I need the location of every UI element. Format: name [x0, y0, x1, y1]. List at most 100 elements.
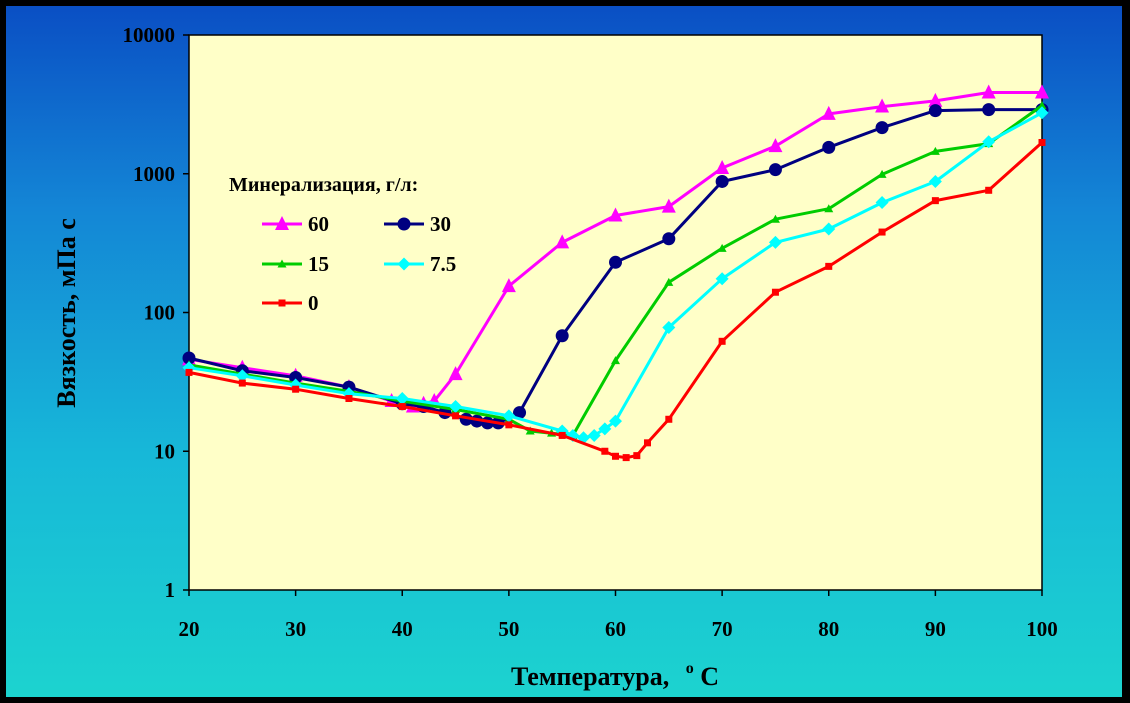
data-point — [345, 394, 353, 402]
data-point — [278, 299, 286, 307]
data-point — [877, 169, 887, 178]
data-point — [452, 412, 460, 420]
data-point — [185, 368, 193, 376]
data-point — [1035, 106, 1049, 120]
data-point — [665, 415, 673, 423]
x-tick-label: 60 — [605, 617, 626, 641]
data-point — [928, 104, 942, 118]
data-point — [505, 421, 513, 429]
data-point — [601, 447, 609, 455]
y-axis-title: Вязкость, мПа с — [52, 218, 81, 408]
data-point — [609, 255, 622, 269]
data-point — [822, 222, 836, 236]
data-point — [715, 174, 729, 188]
data-point — [661, 198, 676, 213]
data-point — [609, 414, 622, 428]
data-point — [397, 257, 411, 271]
data-point — [558, 431, 566, 439]
plot-area — [188, 34, 1043, 591]
data-point — [824, 204, 834, 213]
x-tick-label: 30 — [285, 617, 306, 641]
data-point — [395, 391, 409, 405]
data-point — [825, 262, 833, 270]
data-point — [664, 277, 674, 286]
y-tick-label: 10 — [154, 439, 175, 463]
data-point — [930, 146, 940, 155]
data-point — [643, 439, 651, 447]
data-point — [822, 140, 836, 154]
data-point — [513, 406, 527, 420]
x-tick-label: 40 — [392, 617, 413, 641]
data-point — [1038, 138, 1046, 146]
data-point — [718, 337, 726, 345]
series-7-5 — [182, 106, 1049, 445]
data-point — [555, 234, 570, 249]
data-point — [611, 356, 620, 365]
data-point — [771, 288, 779, 296]
legend-label: 7.5 — [430, 252, 456, 276]
data-point — [182, 351, 196, 365]
data-point — [875, 196, 889, 210]
x-axis-unit: C — [700, 662, 719, 691]
legend-entry: 30 — [384, 212, 451, 236]
data-point — [768, 138, 783, 153]
y-tick-label: 1000 — [133, 162, 175, 186]
data-point — [398, 403, 406, 411]
x-tick-label: 70 — [712, 617, 733, 641]
data-point — [608, 207, 623, 222]
data-point — [289, 371, 303, 385]
data-point — [277, 259, 287, 268]
data-point — [1037, 101, 1047, 110]
data-point — [931, 197, 939, 205]
legend-entry: 7.5 — [384, 252, 456, 276]
data-point — [587, 428, 601, 442]
data-point — [502, 409, 516, 423]
x-tick-label: 80 — [818, 617, 839, 641]
data-point — [928, 92, 943, 107]
data-point — [1035, 84, 1049, 99]
data-point — [981, 84, 996, 99]
data-point — [238, 379, 246, 387]
legend-label: 30 — [430, 212, 451, 236]
data-point — [878, 228, 886, 236]
data-point — [622, 454, 630, 462]
data-point — [768, 235, 782, 249]
data-point — [985, 186, 993, 194]
data-point — [982, 103, 996, 117]
legend: Минерализация, г/л: 60 30 15 7.5 0 — [229, 174, 456, 315]
x-axis-unit-degree: o — [686, 660, 694, 677]
data-point — [768, 163, 782, 177]
data-point — [717, 243, 727, 252]
data-point — [501, 278, 516, 293]
legend-label: 0 — [308, 291, 319, 315]
legend-label: 15 — [308, 252, 329, 276]
data-point — [612, 452, 619, 460]
y-tick-label: 10000 — [123, 23, 176, 47]
data-point — [448, 366, 463, 381]
data-point — [715, 160, 730, 175]
legend-label: 60 — [308, 212, 329, 236]
data-point — [598, 422, 612, 436]
x-axis-label: Температура, — [511, 662, 669, 691]
data-point — [821, 105, 836, 120]
data-point — [275, 216, 289, 230]
series-layer — [182, 84, 1049, 462]
y-tick-label: 1 — [165, 578, 176, 602]
data-point — [875, 121, 889, 135]
data-point — [449, 400, 463, 414]
data-point — [715, 272, 729, 286]
data-point — [555, 329, 569, 343]
data-point — [662, 232, 676, 246]
series-0 — [185, 138, 1046, 462]
data-point — [662, 320, 676, 334]
data-point — [397, 217, 411, 231]
x-tick-label: 20 — [179, 617, 200, 641]
data-point — [633, 452, 641, 460]
x-axis-title: Температура, o C — [511, 650, 719, 691]
x-tick-label: 90 — [925, 617, 946, 641]
legend-title: Минерализация, г/л: — [229, 174, 418, 196]
legend-entry: 15 — [262, 252, 329, 276]
data-point — [770, 214, 780, 223]
data-point — [292, 385, 300, 393]
